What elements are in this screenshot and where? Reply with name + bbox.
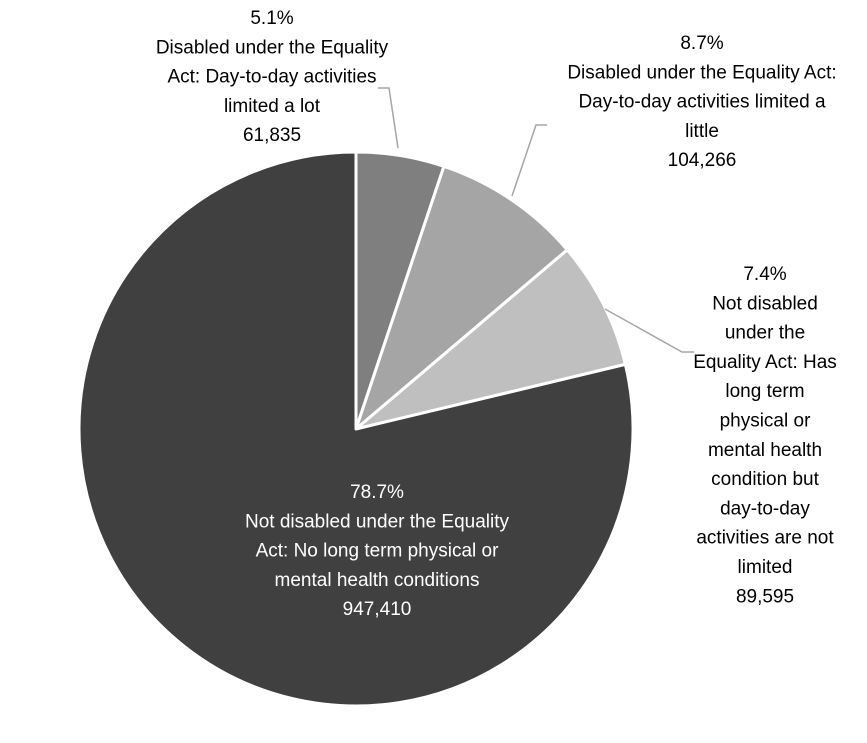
- data-label-category-line: Day-to-day activities limited a: [578, 92, 826, 113]
- data-label-value: 104,266: [668, 150, 737, 171]
- data-label-category-line: long term: [725, 381, 804, 402]
- leader-lines-layer: [378, 87, 694, 353]
- data-label-category-line: mental health conditions: [275, 570, 480, 591]
- data-label-1: 5.1% Disabled under the Equality Act: Day-…: [156, 8, 389, 146]
- data-label-category-line: condition but: [711, 469, 819, 490]
- slices-layer: [77, 150, 635, 708]
- data-label-category-line: Not disabled: [712, 293, 818, 314]
- data-label-value: 61,835: [243, 125, 301, 146]
- leader-line-2: [511, 124, 547, 197]
- data-label-2: 8.7% Disabled under the Equality Act: Day-…: [567, 33, 836, 171]
- pie-slice-3: [354, 248, 627, 431]
- data-label-category-line: little: [685, 121, 719, 142]
- data-label-percent: 8.7%: [680, 33, 723, 54]
- data-label-category-line: mental health: [708, 440, 822, 461]
- data-label-category-line: limited: [738, 557, 793, 578]
- data-label-percent: 78.7%: [350, 482, 404, 503]
- leader-line-1: [378, 87, 399, 149]
- data-label-value: 89,595: [736, 586, 794, 607]
- data-label-category-line: Act: Day-to-day activities: [167, 67, 376, 88]
- data-label-category-line: physical or: [720, 411, 811, 432]
- data-label-3: 7.4% Not disabled under the Equality Act: H…: [693, 264, 837, 607]
- data-label-percent: 5.1%: [250, 8, 293, 29]
- pie-slice-4: [77, 150, 635, 708]
- pie-slice-2: [354, 164, 569, 431]
- data-label-category-line: limited a lot: [224, 96, 321, 117]
- data-labels-layer: 5.1% Disabled under the Equality Act: Day-…: [156, 8, 837, 620]
- data-label-category-line: Act: No long term physical or: [256, 541, 500, 562]
- data-label-category-line: Not disabled under the Equality: [245, 511, 510, 532]
- data-label-4: 78.7% Not disabled under the Equality Act:…: [245, 482, 510, 620]
- data-label-category-line: Disabled under the Equality Act:: [567, 62, 836, 83]
- data-label-value: 947,410: [343, 599, 412, 620]
- data-label-percent: 7.4%: [743, 264, 786, 285]
- leader-line-3: [604, 308, 694, 353]
- data-label-category-line: Equality Act: Has: [693, 352, 837, 373]
- data-label-category-line: day-to-day: [720, 498, 810, 519]
- data-label-category-line: activities are not: [696, 528, 834, 549]
- data-label-category-line: Disabled under the Equality: [156, 37, 389, 58]
- data-label-category-line: under the: [725, 323, 805, 344]
